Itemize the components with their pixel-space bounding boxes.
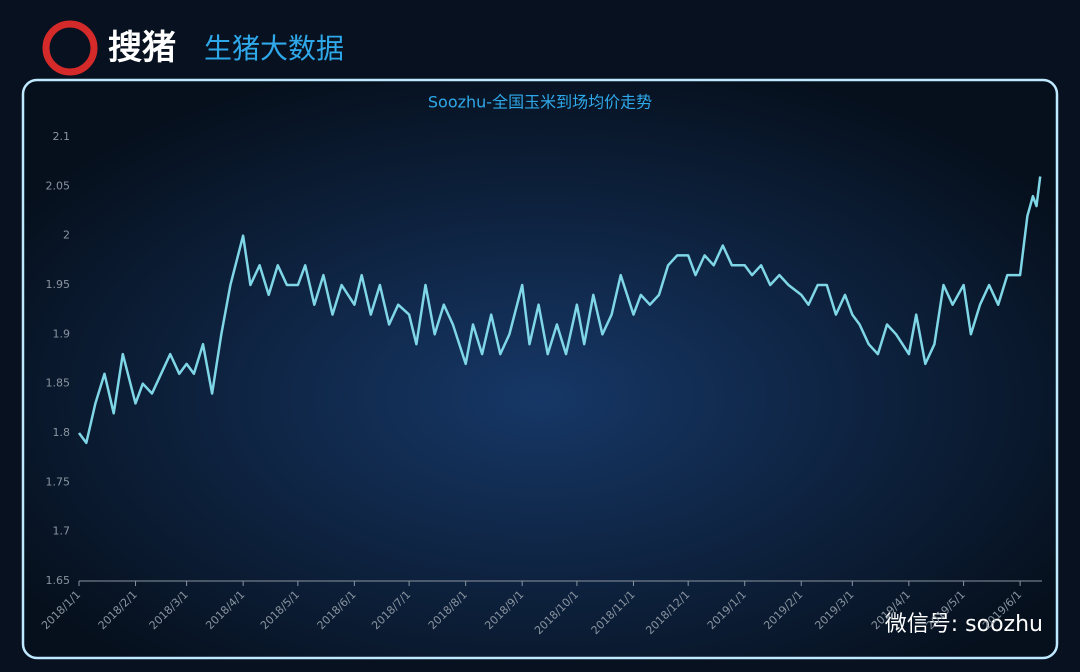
y-tick-label: 1.95 [46,278,71,291]
y-tick-label: 1.7 [53,525,71,538]
subtitle: 生猪大数据 [204,32,344,65]
y-tick-label: 2 [63,229,70,242]
y-tick-label: 1.75 [46,475,71,488]
y-tick-label: 1.8 [53,426,71,439]
y-tick-label: 1.85 [46,377,71,390]
logo: 搜猪 [108,28,176,68]
y-tick-label: 1.65 [46,574,71,587]
watermark: 微信号: soozhu [885,612,1043,637]
y-tick-label: 2.1 [53,130,71,143]
frame [21,78,1059,660]
chart-title: Soozhu-全国玉米到场均价走势 [428,93,652,112]
y-tick-label: 1.9 [53,327,71,340]
data-line [77,176,1042,445]
y-tick-label: 2.05 [46,179,71,192]
logo-icon [42,20,98,76]
